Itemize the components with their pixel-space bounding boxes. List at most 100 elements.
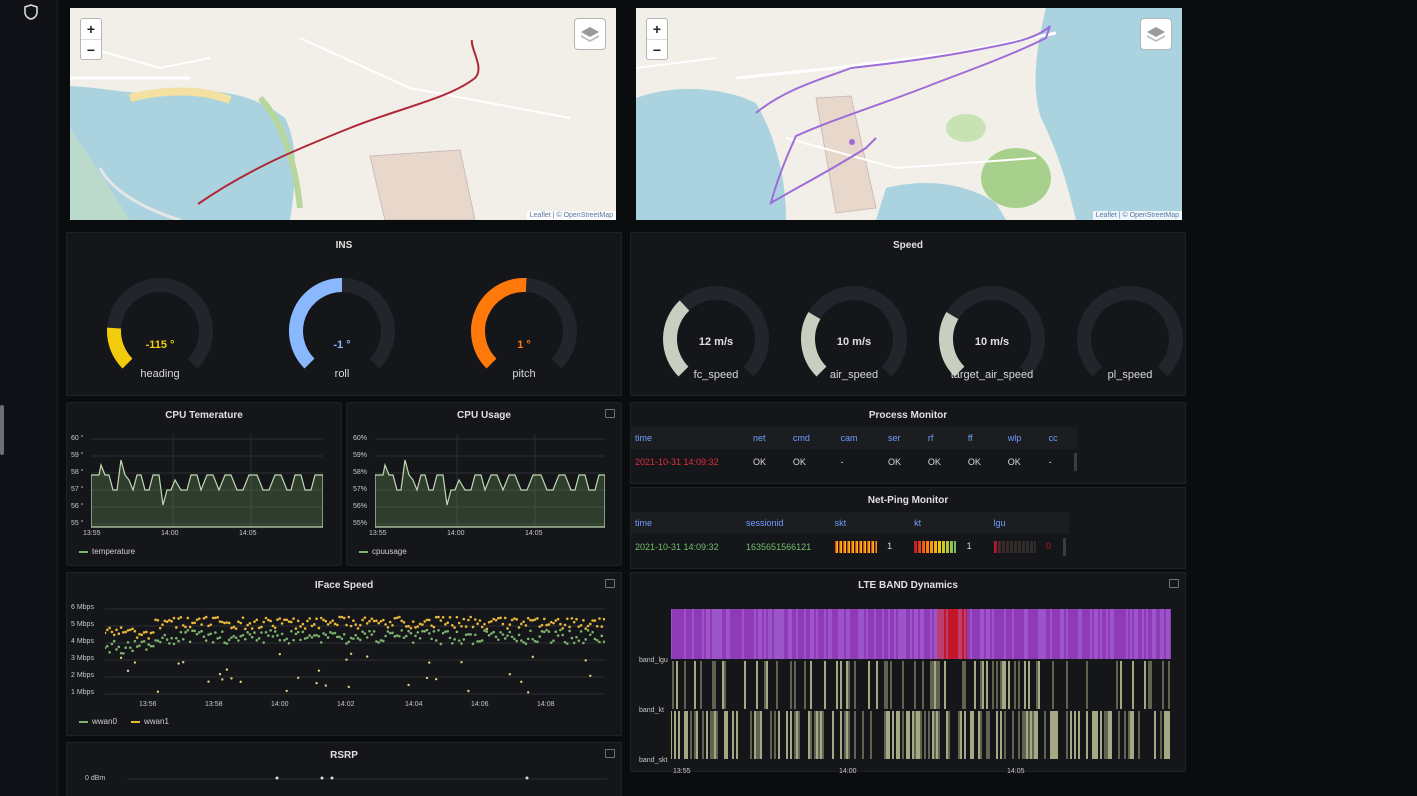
zoom-in-button[interactable]: + — [86, 21, 96, 37]
x-tick: 14:00 — [447, 530, 465, 537]
shield-icon[interactable] — [24, 4, 38, 20]
point-wwan1 — [570, 617, 574, 620]
point-wwan0 — [372, 630, 376, 633]
zoom-out-button[interactable]: − — [647, 39, 667, 59]
point-wwan1 — [407, 624, 410, 628]
legend-wwan1[interactable]: wwan1 — [131, 717, 169, 726]
point-wwan1 — [386, 626, 390, 629]
point-wwan0 — [106, 644, 109, 648]
point-wwan0 — [414, 634, 417, 638]
point-wwan0 — [363, 632, 367, 635]
cell-lgu: 0 — [990, 534, 1069, 560]
column-header-ser[interactable]: ser — [883, 427, 924, 449]
column-header-time[interactable]: time — [631, 512, 743, 534]
panel-title[interactable]: CPU Usage — [457, 410, 511, 421]
point-wwan1 — [227, 621, 231, 625]
point-wwan1 — [257, 626, 261, 630]
column-header-net[interactable]: net — [749, 427, 789, 449]
layers-button[interactable] — [1140, 18, 1172, 50]
point-wwan0 — [552, 639, 555, 642]
point-wwan0 — [273, 630, 277, 633]
panel-menu-icon[interactable] — [605, 409, 615, 418]
point-wwan1 — [467, 618, 470, 622]
rsrp-panel: RSRP 0 dBm — [66, 742, 622, 796]
table-scrollbar[interactable] — [1063, 538, 1066, 556]
lte-band-panel: LTE BAND Dynamics band_lgu band_kt band_… — [630, 572, 1186, 775]
panel-title[interactable]: Net-Ping Monitor — [867, 495, 949, 506]
layers-button[interactable] — [574, 18, 606, 50]
column-header-cc[interactable]: cc — [1044, 427, 1077, 449]
point-wwan1 — [278, 617, 282, 620]
point-wwan1 — [526, 616, 530, 620]
point-wwan1 — [347, 615, 351, 619]
point-outlier — [315, 681, 318, 685]
column-header-skt[interactable]: skt — [830, 512, 911, 534]
point-wwan0 — [444, 630, 447, 633]
point-wwan0 — [257, 637, 261, 640]
map-panel-1[interactable]: + − Leaflet | © OpenStreetMap — [70, 8, 616, 220]
map-attribution[interactable]: Leaflet | © OpenStreetMap — [1092, 211, 1182, 220]
point-wwan1 — [117, 632, 121, 636]
point-wwan1 — [105, 631, 107, 635]
column-header-cmd[interactable]: cmd — [788, 427, 837, 449]
legend-wwan0[interactable]: wwan0 — [79, 717, 117, 726]
column-header-sessionid[interactable]: sessionid — [742, 512, 831, 534]
point-wwan0 — [561, 633, 564, 637]
gauge-track — [107, 278, 213, 369]
panel-menu-icon[interactable] — [605, 749, 615, 758]
gauge-fill — [663, 300, 690, 377]
column-header-ff[interactable]: ff — [963, 427, 1004, 449]
panel-title[interactable]: Speed — [892, 240, 923, 251]
point-wwan1 — [204, 615, 208, 619]
column-header-kt[interactable]: kt — [910, 512, 990, 534]
point-wwan1 — [248, 622, 252, 625]
point-wwan1 — [165, 620, 169, 624]
panel-title[interactable]: RSRP — [330, 750, 358, 761]
column-header-cam[interactable]: cam — [836, 427, 884, 449]
point-wwan0 — [425, 628, 429, 632]
point-wwan1 — [591, 619, 594, 622]
column-header-rf[interactable]: rf — [923, 427, 964, 449]
point-wwan0 — [237, 639, 240, 642]
legend-cpuusage[interactable]: cpuusage — [359, 547, 407, 556]
legend-temperature[interactable]: temperature — [79, 547, 135, 556]
point-wwan0 — [239, 634, 242, 638]
cell-cc: - — [1048, 457, 1052, 467]
point-wwan1 — [593, 619, 597, 622]
point-wwan0 — [280, 632, 284, 636]
point-wwan1 — [142, 631, 146, 634]
point-wwan0 — [418, 636, 422, 640]
column-header-lgu[interactable]: lgu — [989, 512, 1069, 534]
point-wwan1 — [280, 622, 284, 625]
map-panel-2[interactable]: + − Leaflet | © OpenStreetMap — [636, 8, 1182, 220]
point-wwan1 — [340, 615, 344, 619]
panel-title[interactable]: CPU Temerature — [165, 410, 243, 421]
zoom-in-button[interactable]: + — [652, 21, 662, 37]
gauge-target-air-speed: 10 m/s target_air_speed — [927, 281, 1057, 391]
point-wwan0 — [483, 629, 486, 632]
zoom-out-button[interactable]: − — [81, 39, 101, 59]
point-wwan0 — [122, 652, 125, 655]
table-scrollbar[interactable] — [1074, 453, 1077, 471]
panel-title[interactable]: Process Monitor — [868, 410, 948, 421]
point-wwan0 — [395, 634, 399, 637]
x-tick: 14:05 — [1007, 768, 1025, 775]
panel-title[interactable]: INS — [335, 240, 353, 251]
point-wwan0 — [434, 639, 438, 642]
point-wwan1 — [131, 627, 134, 631]
point-wwan0 — [105, 646, 107, 650]
point-wwan0 — [165, 638, 169, 641]
point-wwan0 — [598, 640, 601, 644]
gauge-value: 10 m/s — [974, 336, 1010, 348]
column-header-time[interactable]: time — [631, 427, 749, 449]
point-wwan0 — [181, 637, 185, 641]
panel-title[interactable]: LTE BAND Dynamics — [858, 580, 958, 591]
panel-menu-icon[interactable] — [1169, 579, 1179, 588]
panel-menu-icon[interactable] — [605, 579, 615, 588]
panel-title[interactable]: IFace Speed — [314, 580, 374, 591]
map-attribution[interactable]: Leaflet | © OpenStreetMap — [526, 211, 616, 220]
point-wwan1 — [418, 622, 422, 626]
column-header-wlp[interactable]: wlp — [1003, 427, 1045, 449]
process-monitor-panel: Process Monitor time net cmd cam ser rf ff wlp c… — [630, 402, 1186, 484]
scrollbar-handle[interactable] — [0, 405, 4, 455]
